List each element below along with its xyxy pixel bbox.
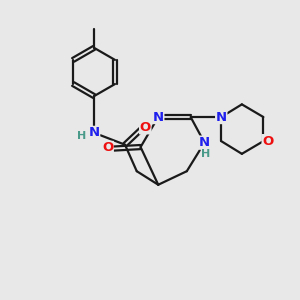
Text: N: N bbox=[88, 126, 100, 140]
Text: H: H bbox=[201, 149, 211, 159]
Text: N: N bbox=[153, 110, 164, 124]
Text: N: N bbox=[199, 136, 210, 149]
Text: O: O bbox=[140, 121, 151, 134]
Text: H: H bbox=[77, 131, 86, 141]
Text: O: O bbox=[262, 135, 273, 148]
Text: N: N bbox=[216, 110, 227, 124]
Text: O: O bbox=[102, 141, 113, 154]
